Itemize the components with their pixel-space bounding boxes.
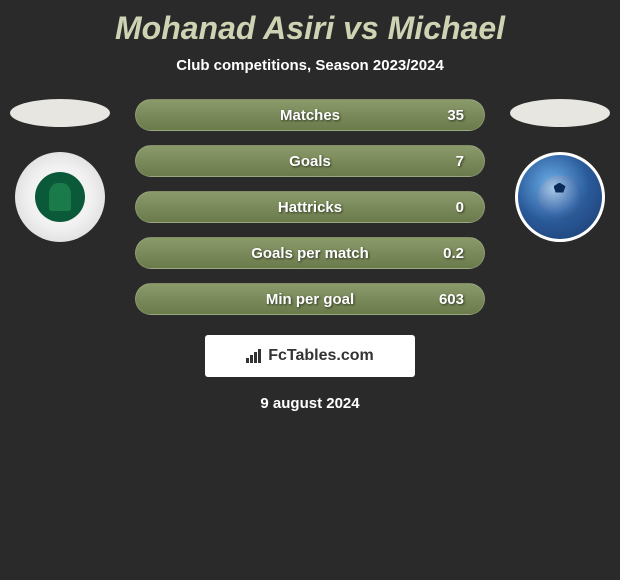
comparison-card: Mohanad Asiri vs Michael Club competitio…: [0, 0, 620, 422]
stat-label: Hattricks: [278, 199, 342, 216]
player-left-avatar: [10, 99, 110, 127]
stat-label: Min per goal: [266, 291, 354, 308]
player-right-club-badge: [515, 152, 605, 242]
chart-icon: [246, 349, 262, 363]
player-left-club-badge: [15, 152, 105, 242]
stat-row-goals: Goals 7: [135, 145, 485, 177]
stat-right-value: 603: [439, 291, 464, 308]
stat-row-min-per-goal: Min per goal 603: [135, 283, 485, 315]
subtitle: Club competitions, Season 2023/2024: [0, 57, 620, 74]
main-row: Matches 35 Goals 7 Hattricks 0 Goals per…: [0, 99, 620, 315]
stat-right-value: 0.2: [443, 245, 464, 262]
player-right-avatar: [510, 99, 610, 127]
stat-right-value: 7: [456, 153, 464, 170]
stat-right-value: 0: [456, 199, 464, 216]
football-icon: [538, 175, 583, 220]
stats-list: Matches 35 Goals 7 Hattricks 0 Goals per…: [135, 99, 485, 315]
stat-label: Goals per match: [251, 245, 369, 262]
page-title: Mohanad Asiri vs Michael: [0, 10, 620, 47]
stat-label: Goals: [289, 153, 331, 170]
stat-row-hattricks: Hattricks 0: [135, 191, 485, 223]
date-label: 9 august 2024: [0, 395, 620, 412]
stat-row-matches: Matches 35: [135, 99, 485, 131]
stat-label: Matches: [280, 107, 340, 124]
watermark[interactable]: FcTables.com: [205, 335, 415, 377]
player-right-column: [505, 99, 615, 242]
player-left-column: [5, 99, 115, 242]
stat-right-value: 35: [447, 107, 464, 124]
watermark-text: FcTables.com: [268, 347, 374, 365]
palm-icon: [49, 183, 71, 211]
stat-row-goals-per-match: Goals per match 0.2: [135, 237, 485, 269]
